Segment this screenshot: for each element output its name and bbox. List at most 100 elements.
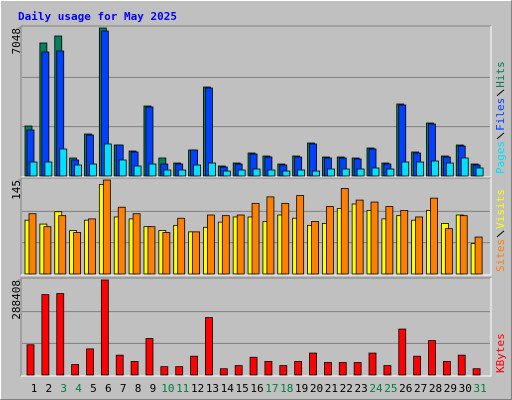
bar (309, 352, 317, 376)
x-tick-label: 28 (429, 382, 442, 395)
bar (475, 167, 484, 177)
x-tick-label: 4 (75, 382, 82, 395)
bar (132, 213, 141, 275)
bar (383, 365, 392, 376)
bar (73, 232, 82, 275)
bar (442, 361, 451, 376)
bar (264, 361, 273, 376)
x-tick-label: 12 (191, 382, 204, 395)
x-tick-label: 18 (280, 382, 293, 395)
bar (460, 157, 469, 177)
x-tick-label: 15 (236, 382, 249, 395)
bar (430, 197, 438, 275)
bar (415, 216, 424, 275)
x-tick-label: 14 (221, 382, 235, 395)
x-tick-label: 22 (340, 382, 353, 395)
legend-label: KBytes (494, 333, 507, 373)
bar (208, 162, 216, 177)
bar (326, 168, 335, 177)
bar (282, 170, 291, 177)
bar (444, 228, 453, 275)
x-tick-label: 21 (325, 382, 338, 395)
bar (29, 161, 38, 177)
legend-separator (496, 89, 505, 97)
bar (147, 226, 156, 275)
bar (41, 294, 50, 376)
x-tick-label: 3 (60, 382, 67, 395)
x-tick-label: 27 (414, 382, 427, 395)
bar (355, 199, 364, 275)
x-tick-label: 29 (444, 382, 457, 395)
x-tick-label: 2 (46, 382, 53, 395)
bar (89, 163, 97, 177)
bar (428, 340, 436, 376)
x-tick-label: 11 (176, 382, 189, 395)
legend-separator (496, 230, 505, 238)
bar (234, 365, 243, 376)
x-tick-label: 30 (459, 382, 472, 395)
bar (353, 362, 362, 376)
bar (118, 159, 127, 177)
bar (338, 362, 347, 376)
bar (58, 215, 67, 275)
x-tick-label: 31 (473, 382, 486, 395)
bar (219, 368, 228, 376)
bar (178, 169, 187, 177)
x-tick-label: 13 (206, 382, 219, 395)
bar (133, 165, 142, 177)
bar (102, 179, 111, 275)
chart-title: Daily usage for May 2025 (18, 10, 177, 23)
bar (237, 169, 246, 177)
bar (115, 354, 124, 376)
bar (44, 161, 53, 177)
bar (266, 196, 275, 275)
panel-highlight (21, 278, 492, 377)
bar (281, 202, 290, 275)
bar (100, 279, 109, 376)
bar (401, 161, 410, 177)
bar (279, 365, 288, 376)
panel-highlight (21, 26, 492, 178)
legend-label: Sites (494, 239, 507, 272)
bar (296, 195, 305, 275)
bar (249, 356, 258, 376)
bar (371, 167, 380, 177)
bar (117, 206, 126, 275)
bar (175, 366, 184, 376)
bar (207, 214, 215, 275)
panel-shadow (20, 25, 491, 177)
bar (28, 213, 37, 275)
y-tick-label: 7048 (10, 28, 23, 55)
bar (26, 344, 35, 376)
bar (252, 168, 261, 177)
bar (416, 161, 425, 177)
x-tick-label: 1 (31, 382, 38, 395)
bar (459, 215, 468, 275)
bar (205, 317, 213, 376)
panel-shadow (20, 177, 491, 275)
bar (431, 160, 439, 177)
bar (294, 361, 303, 376)
x-tick-label: 23 (355, 382, 368, 395)
bar (71, 364, 80, 376)
bar (130, 361, 139, 376)
bar (88, 218, 96, 275)
bar (251, 202, 260, 275)
bar (341, 168, 350, 177)
bar (222, 170, 231, 177)
legend-separator (496, 132, 505, 140)
legend-label: Pages (494, 141, 507, 174)
x-tick-label: 16 (250, 382, 263, 395)
x-tick-label: 24 (369, 382, 383, 395)
x-tick-label: 26 (399, 382, 412, 395)
legend-label: Hits (494, 61, 507, 88)
bar (472, 368, 481, 376)
bar (312, 170, 320, 177)
bar (190, 355, 198, 376)
bar (368, 352, 377, 376)
bar (221, 215, 230, 275)
bar (297, 169, 306, 177)
bar (193, 164, 201, 177)
